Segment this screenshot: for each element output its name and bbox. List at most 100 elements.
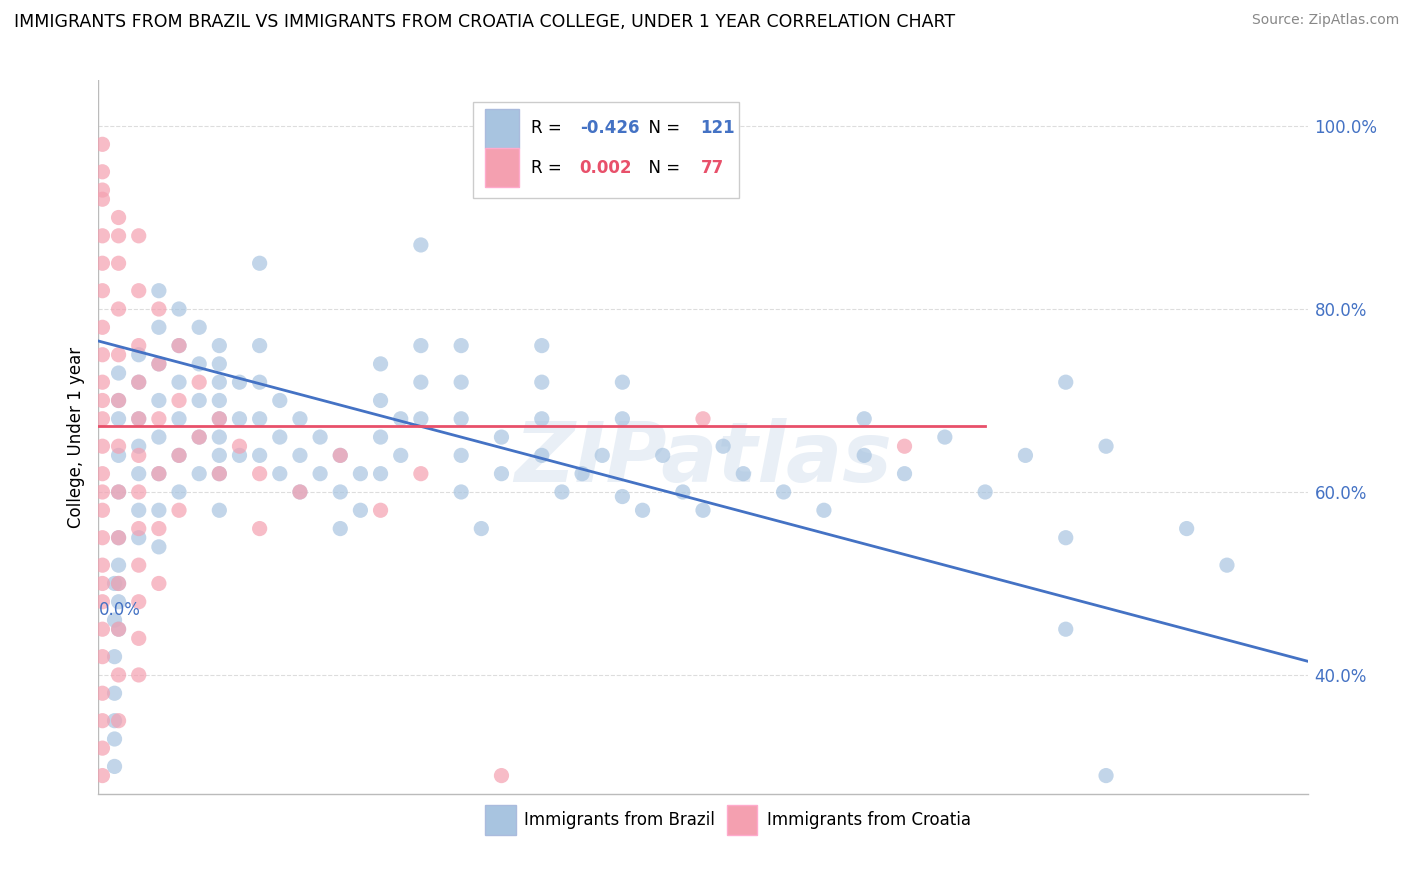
Point: [349, 467, 371, 481]
Point: [107, 576, 129, 591]
Text: Immigrants from Croatia: Immigrants from Croatia: [768, 812, 972, 830]
Point: [1054, 622, 1077, 636]
Text: 0.0%: 0.0%: [98, 601, 141, 619]
Point: [530, 338, 553, 352]
Point: [1175, 522, 1198, 536]
Point: [530, 375, 553, 389]
Point: [91, 256, 114, 270]
Point: [188, 357, 211, 371]
Point: [389, 449, 412, 463]
Point: [329, 449, 352, 463]
Point: [128, 503, 150, 517]
Text: 121: 121: [700, 120, 735, 137]
Point: [530, 411, 553, 425]
Bar: [727, 805, 758, 835]
Point: [128, 449, 150, 463]
Point: [188, 393, 211, 408]
Point: [893, 467, 915, 481]
Point: [409, 375, 432, 389]
Point: [370, 393, 392, 408]
Point: [1054, 375, 1077, 389]
Point: [491, 467, 513, 481]
Bar: [485, 805, 516, 835]
Point: [167, 338, 190, 352]
Point: [249, 467, 271, 481]
Point: [107, 348, 129, 362]
Point: [107, 485, 129, 500]
Point: [91, 348, 114, 362]
Point: [208, 357, 231, 371]
Point: [107, 714, 129, 728]
Point: [450, 411, 472, 425]
Point: [91, 595, 114, 609]
Point: [167, 375, 190, 389]
Text: R =: R =: [531, 159, 567, 177]
Point: [208, 467, 231, 481]
Point: [103, 714, 125, 728]
Point: [167, 503, 190, 517]
Point: [612, 411, 634, 425]
Point: [249, 256, 271, 270]
Point: [103, 731, 125, 746]
Point: [103, 613, 125, 627]
Point: [148, 430, 170, 444]
Text: N =: N =: [638, 120, 685, 137]
Point: [167, 301, 190, 316]
Point: [409, 467, 432, 481]
Point: [107, 558, 129, 573]
Point: [107, 228, 129, 243]
Point: [148, 522, 170, 536]
Point: [188, 430, 211, 444]
Point: [208, 449, 231, 463]
Point: [148, 411, 170, 425]
Point: [91, 485, 114, 500]
Point: [107, 301, 129, 316]
Point: [450, 338, 472, 352]
Point: [167, 485, 190, 500]
Point: [167, 449, 190, 463]
Point: [91, 137, 114, 152]
Point: [370, 467, 392, 481]
Point: [128, 228, 150, 243]
Text: 77: 77: [700, 159, 724, 177]
Point: [470, 522, 492, 536]
Point: [128, 411, 150, 425]
Text: N =: N =: [638, 159, 685, 177]
Point: [208, 467, 231, 481]
Point: [228, 411, 250, 425]
Point: [813, 503, 835, 517]
Point: [893, 439, 915, 453]
Point: [107, 531, 129, 545]
Point: [228, 439, 250, 453]
Point: [370, 430, 392, 444]
Point: [329, 522, 352, 536]
Point: [148, 357, 170, 371]
Point: [208, 393, 231, 408]
Bar: [485, 109, 519, 148]
Point: [107, 411, 129, 425]
Point: [91, 558, 114, 573]
Point: [107, 622, 129, 636]
Point: [128, 375, 150, 389]
Point: [107, 595, 129, 609]
Point: [107, 393, 129, 408]
Point: [128, 522, 150, 536]
Point: [148, 503, 170, 517]
Point: [249, 338, 271, 352]
Point: [128, 595, 150, 609]
Text: ZIPatlas: ZIPatlas: [515, 418, 891, 499]
Point: [733, 467, 755, 481]
Point: [1216, 558, 1239, 573]
Point: [772, 485, 794, 500]
Point: [329, 449, 352, 463]
Point: [91, 192, 114, 206]
Point: [91, 714, 114, 728]
Point: [188, 467, 211, 481]
Point: [370, 503, 392, 517]
Point: [128, 439, 150, 453]
Point: [107, 439, 129, 453]
Text: Source: ZipAtlas.com: Source: ZipAtlas.com: [1251, 13, 1399, 28]
Point: [188, 430, 211, 444]
Point: [249, 375, 271, 389]
Point: [651, 449, 673, 463]
